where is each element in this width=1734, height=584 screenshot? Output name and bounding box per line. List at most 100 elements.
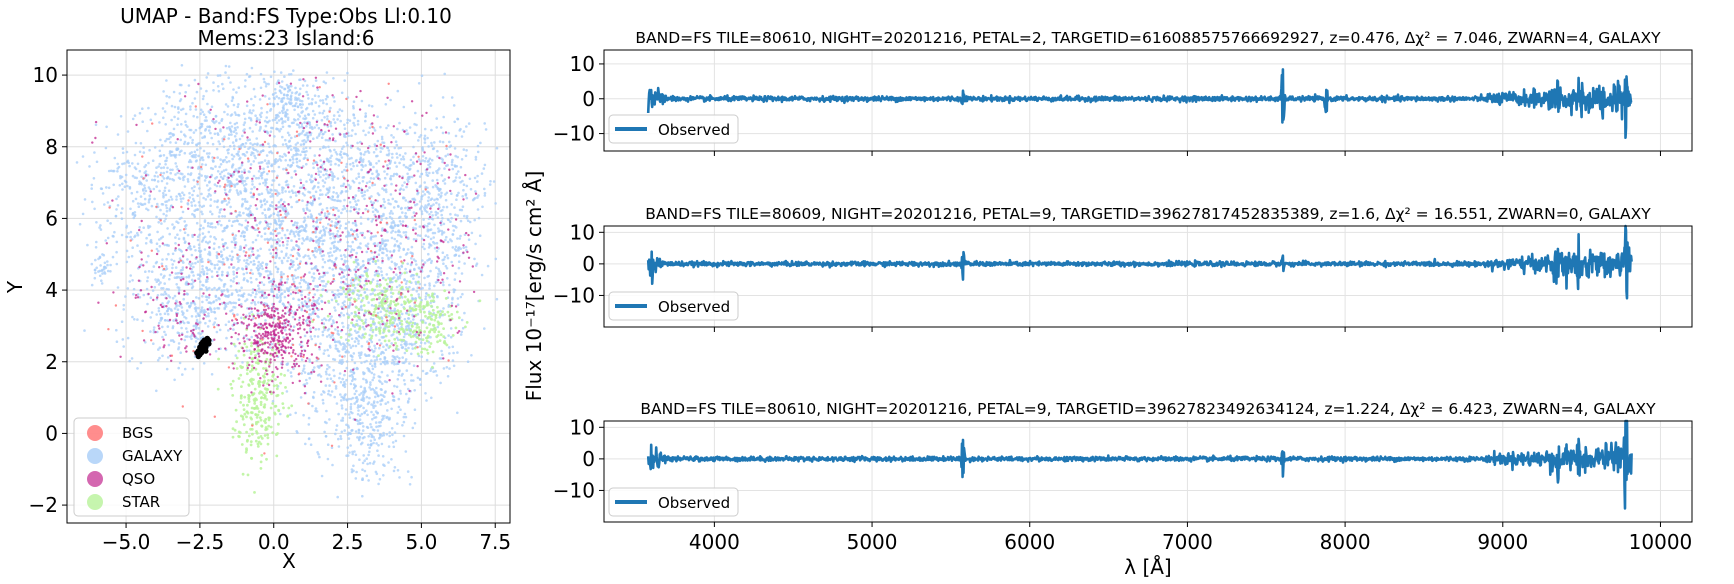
galaxy-point bbox=[232, 144, 236, 148]
galaxy-point bbox=[307, 283, 310, 286]
galaxy-point bbox=[396, 378, 400, 381]
galaxy-point bbox=[279, 159, 283, 162]
galaxy-point bbox=[171, 168, 174, 172]
galaxy-point bbox=[199, 255, 202, 258]
galaxy-point bbox=[440, 191, 443, 195]
galaxy-point bbox=[332, 95, 336, 99]
galaxy-point bbox=[371, 330, 375, 334]
galaxy-point bbox=[278, 231, 281, 235]
galaxy-point bbox=[185, 275, 188, 279]
galaxy-point bbox=[363, 236, 366, 239]
galaxy-point bbox=[220, 119, 223, 122]
galaxy-point bbox=[253, 95, 257, 98]
galaxy-point bbox=[365, 380, 369, 383]
galaxy-point bbox=[202, 149, 206, 153]
galaxy-point bbox=[338, 226, 342, 230]
galaxy-point bbox=[311, 217, 315, 221]
galaxy-point bbox=[328, 254, 331, 258]
galaxy-point bbox=[343, 343, 346, 347]
galaxy-point bbox=[352, 377, 355, 381]
galaxy-point bbox=[253, 185, 256, 189]
galaxy-point bbox=[322, 284, 325, 288]
galaxy-point bbox=[357, 175, 361, 178]
galaxy-point bbox=[395, 143, 399, 147]
galaxy-point bbox=[392, 226, 395, 229]
galaxy-point bbox=[451, 345, 455, 349]
galaxy-point bbox=[230, 125, 234, 128]
galaxy-point bbox=[363, 291, 367, 294]
galaxy-point bbox=[398, 284, 401, 287]
galaxy-point bbox=[396, 411, 400, 414]
galaxy-point bbox=[365, 359, 368, 363]
galaxy-point bbox=[457, 260, 461, 264]
galaxy-point bbox=[343, 282, 347, 285]
galaxy-point bbox=[223, 227, 226, 230]
galaxy-point bbox=[135, 176, 138, 180]
galaxy-point bbox=[201, 158, 205, 162]
galaxy-point bbox=[447, 131, 451, 135]
galaxy-point bbox=[153, 146, 157, 149]
galaxy-point bbox=[292, 153, 296, 157]
galaxy-point bbox=[383, 395, 386, 399]
galaxy-point bbox=[287, 73, 291, 76]
galaxy-point bbox=[165, 102, 169, 105]
galaxy-point bbox=[214, 165, 217, 168]
galaxy-point bbox=[162, 90, 165, 93]
galaxy-point bbox=[166, 175, 170, 179]
galaxy-point bbox=[392, 445, 396, 449]
galaxy-point bbox=[258, 222, 261, 225]
galaxy-point bbox=[380, 382, 384, 386]
galaxy-point bbox=[455, 198, 458, 201]
galaxy-point bbox=[200, 122, 203, 126]
galaxy-point bbox=[254, 295, 257, 299]
galaxy-point bbox=[352, 324, 355, 327]
galaxy-point bbox=[466, 360, 470, 364]
galaxy-point bbox=[366, 149, 370, 153]
galaxy-point bbox=[192, 189, 196, 193]
galaxy-point bbox=[362, 129, 365, 133]
galaxy-point bbox=[324, 193, 328, 197]
galaxy-point bbox=[372, 373, 376, 376]
galaxy-point bbox=[344, 226, 348, 230]
galaxy-point bbox=[299, 285, 303, 289]
galaxy-point bbox=[172, 179, 176, 182]
galaxy-point bbox=[209, 210, 212, 213]
galaxy-point bbox=[214, 350, 218, 353]
galaxy-point bbox=[403, 181, 406, 184]
galaxy-point bbox=[165, 170, 169, 174]
galaxy-point bbox=[404, 234, 408, 237]
galaxy-point bbox=[191, 101, 194, 105]
galaxy-point bbox=[255, 223, 259, 227]
galaxy-point bbox=[368, 126, 372, 129]
galaxy-point bbox=[242, 250, 246, 253]
galaxy-point bbox=[408, 362, 411, 365]
galaxy-point bbox=[229, 205, 232, 209]
galaxy-point bbox=[342, 204, 346, 208]
galaxy-point bbox=[362, 371, 365, 374]
galaxy-point bbox=[320, 393, 323, 396]
galaxy-point bbox=[240, 174, 244, 177]
galaxy-point bbox=[396, 275, 400, 279]
galaxy-point bbox=[307, 190, 310, 194]
galaxy-point bbox=[365, 457, 369, 461]
galaxy-point bbox=[378, 301, 381, 305]
galaxy-point bbox=[148, 233, 152, 236]
galaxy-point bbox=[214, 294, 218, 298]
galaxy-point bbox=[382, 361, 386, 364]
galaxy-point bbox=[198, 187, 201, 190]
galaxy-point bbox=[252, 259, 256, 263]
galaxy-point bbox=[435, 241, 439, 245]
galaxy-point bbox=[218, 74, 222, 77]
galaxy-point bbox=[196, 148, 199, 152]
galaxy-point bbox=[101, 272, 104, 275]
galaxy-point bbox=[232, 130, 236, 133]
galaxy-point bbox=[345, 378, 348, 382]
galaxy-point bbox=[289, 253, 293, 257]
galaxy-point bbox=[94, 258, 97, 262]
galaxy-point bbox=[340, 147, 344, 150]
galaxy-point bbox=[349, 163, 352, 166]
galaxy-point bbox=[456, 214, 460, 217]
star-point bbox=[250, 406, 254, 410]
galaxy-point bbox=[227, 137, 230, 140]
galaxy-point bbox=[394, 200, 397, 203]
